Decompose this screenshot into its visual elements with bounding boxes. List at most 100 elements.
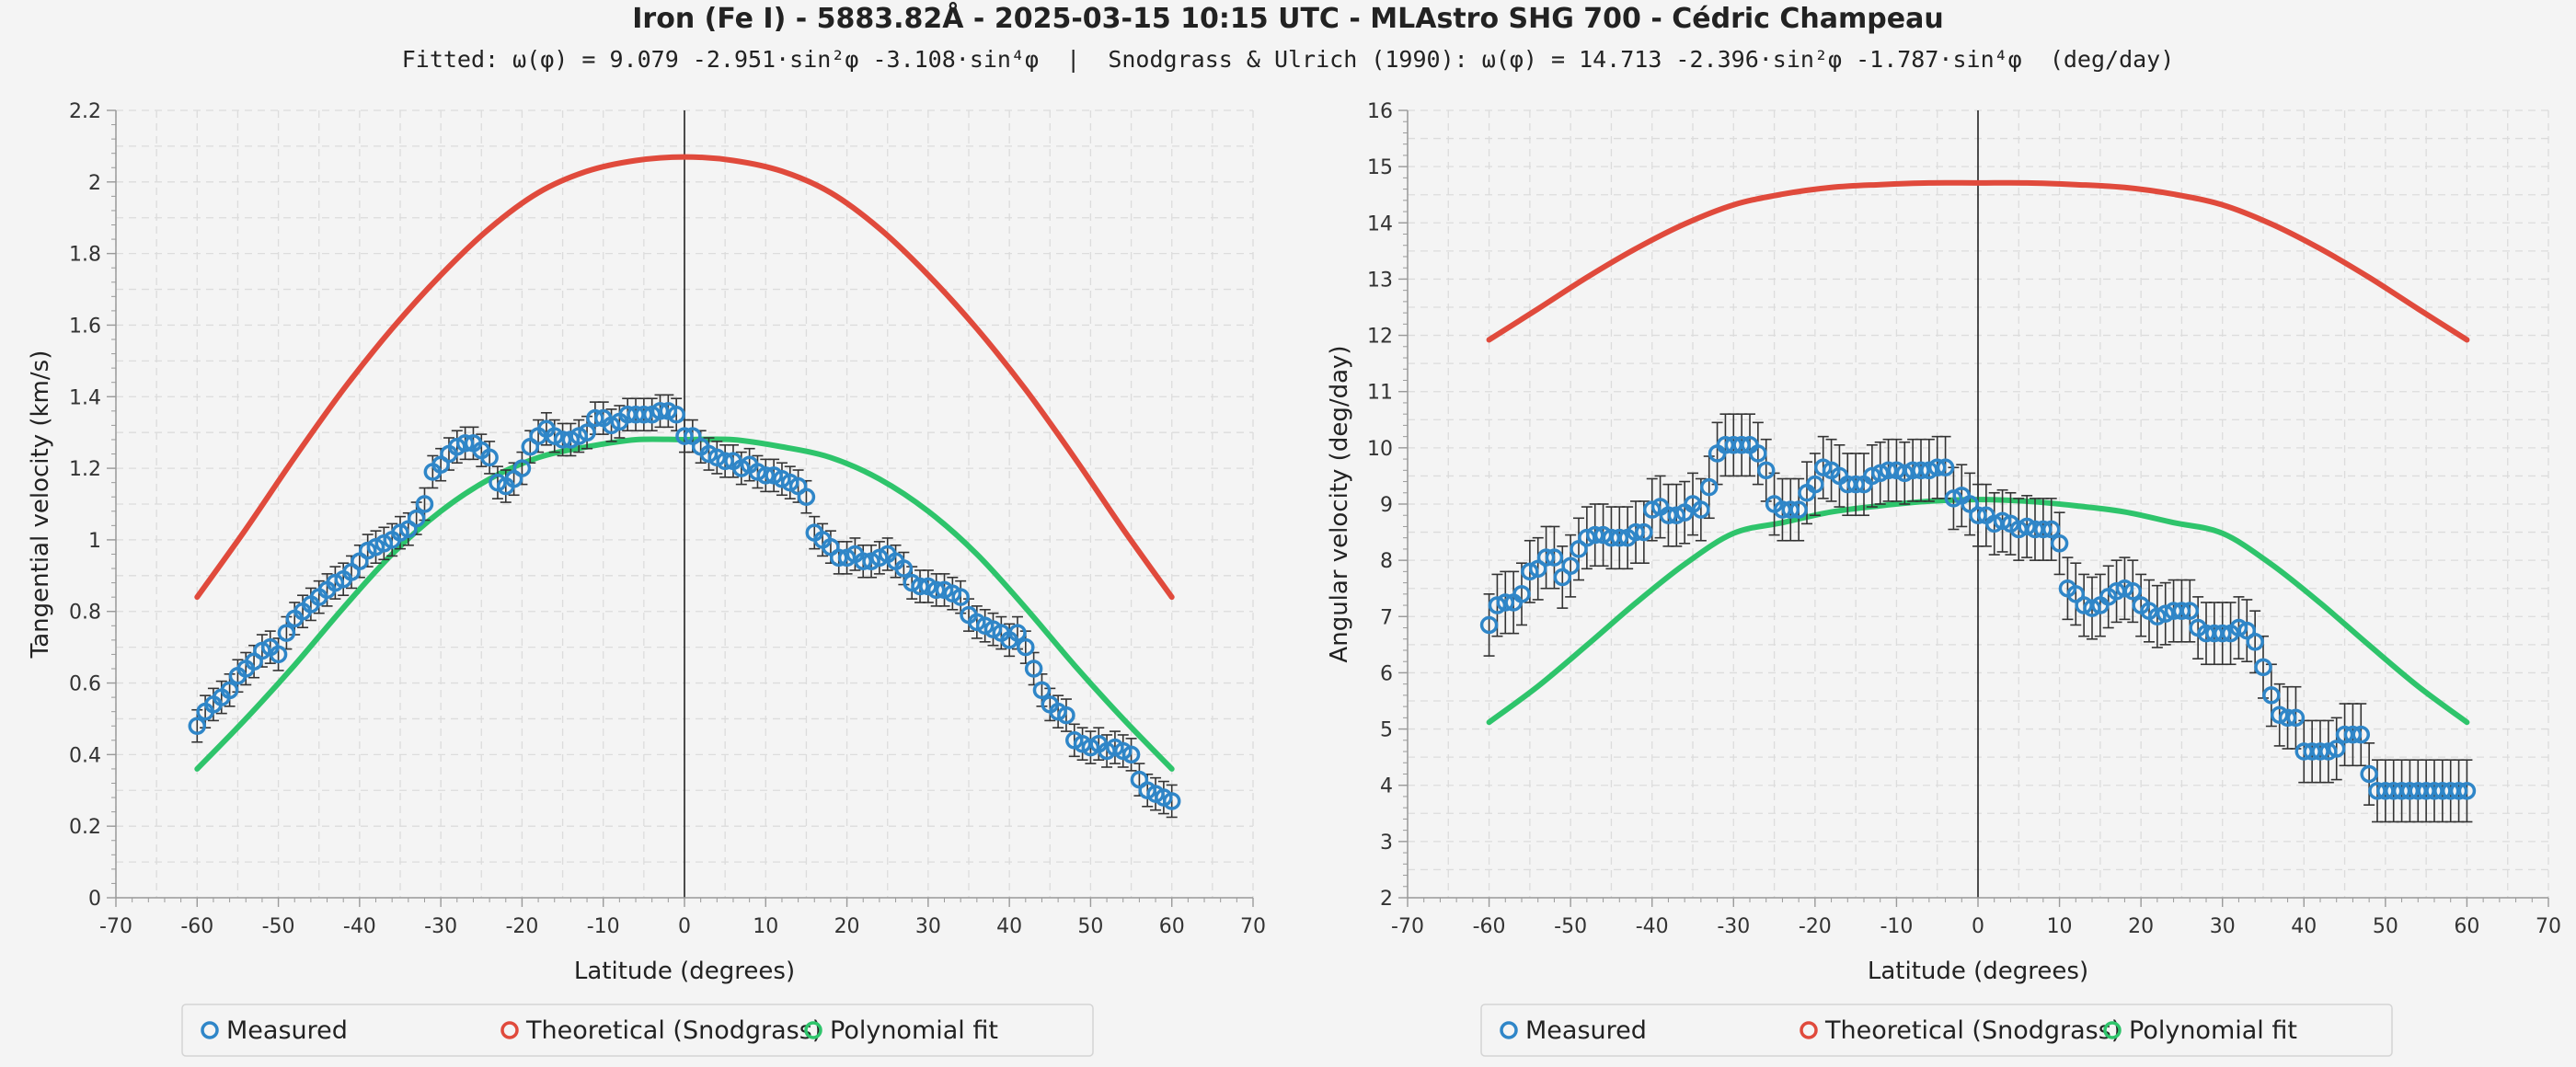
measured-point	[1488, 596, 1507, 614]
measured-point	[635, 405, 653, 424]
measured-point	[667, 405, 685, 424]
legend-box	[1480, 1004, 2393, 1057]
measured-point	[1032, 681, 1052, 700]
theoretical-snodgrass-line	[194, 154, 1175, 601]
measured-point	[1944, 489, 1963, 508]
measured-point	[1121, 745, 1141, 764]
x-tick-label: 0	[1972, 915, 1984, 938]
x-tick-label: 0	[678, 915, 691, 938]
measured-point	[2148, 607, 2167, 626]
y-tick-label: 11	[1367, 382, 1393, 405]
x-tick-label: 20	[834, 915, 860, 938]
legend-fit-label: Polynomial fit	[830, 1016, 998, 1045]
legend: Measured Theoretical (Snodgrass) Polynomia…	[181, 1004, 1094, 1057]
measured-point	[2050, 534, 2069, 553]
measured-point	[1528, 559, 1547, 579]
legend-theoretical-label: Theoretical (Snodgrass)	[1824, 1016, 2121, 1045]
measured-point	[2066, 585, 2086, 603]
measured-point	[1162, 792, 1181, 810]
measured-point	[2270, 706, 2289, 725]
measured-point	[2115, 579, 2134, 598]
x-tick-label: 30	[915, 915, 941, 938]
measured-point	[1570, 540, 1588, 558]
x-tick-label: 60	[1159, 915, 1185, 938]
x-tick-label: -20	[1799, 915, 1832, 938]
measured-point	[1536, 548, 1556, 567]
measured-point	[586, 408, 604, 428]
measured-point	[1806, 475, 1824, 494]
measured-point	[1870, 464, 1890, 483]
measured-point	[1895, 464, 1915, 483]
y-tick-label: 0.6	[69, 673, 101, 696]
legend-theoretical-marker	[500, 1021, 519, 1039]
x-tick-label: -60	[1473, 915, 1506, 938]
x-tick-label: 50	[2373, 915, 2398, 938]
measured-point	[1936, 458, 1955, 477]
legend: Measured Theoretical (Snodgrass) Polynomia…	[1480, 1004, 2393, 1057]
measured-point	[797, 488, 816, 506]
measured-point	[1024, 660, 1043, 678]
measured-point	[1732, 436, 1751, 454]
legend-box	[181, 1004, 1094, 1057]
measured-point	[911, 577, 929, 596]
measured-point	[1692, 500, 1710, 519]
measured-point	[2018, 517, 2036, 536]
measured-point	[1512, 585, 1531, 603]
measured-point	[2286, 708, 2306, 728]
measured-point	[2254, 658, 2272, 677]
measured-point	[2229, 618, 2248, 637]
y-tick-label: 10	[1367, 438, 1393, 461]
x-tick-label: 30	[2210, 915, 2236, 938]
y-tick-label: 2	[88, 172, 101, 195]
x-tick-label: -40	[343, 915, 376, 938]
x-tick-label: 10	[753, 915, 778, 938]
x-tick-label: 10	[2047, 915, 2073, 938]
angular-velocity-chart: -70 -60 -50 -40 -30 -20 -10 0 10 20 30 40 50 60 70 2 3 4 5…	[1326, 100, 2561, 1057]
measured-point	[1781, 500, 1800, 519]
measured-point	[1699, 477, 1719, 497]
measured-point	[2156, 604, 2175, 623]
measured-point	[2360, 764, 2378, 784]
measured-point	[455, 434, 475, 453]
x-tick-label: -70	[99, 915, 132, 938]
y-tick-label: 3	[1380, 832, 1393, 855]
y-tick-label: 16	[1367, 100, 1393, 123]
measured-point	[854, 552, 872, 571]
measured-point	[1756, 461, 1776, 480]
measured-point	[1479, 615, 1499, 635]
measured-point	[2343, 725, 2363, 744]
measured-points	[188, 402, 1181, 810]
measured-point	[2319, 742, 2338, 761]
measured-point	[1789, 500, 1808, 519]
measured-point	[926, 580, 946, 600]
x-tick-label: -20	[505, 915, 538, 938]
legend-fit-marker	[804, 1021, 822, 1039]
measured-point	[675, 427, 694, 445]
measured-point	[1920, 461, 1938, 480]
measured-point	[2457, 782, 2477, 800]
chart-title: Iron (Fe I) - 5883.82Å - 2025-03-15 10:1…	[632, 1, 1943, 35]
measured-point	[1961, 495, 1979, 513]
measured-point	[1635, 522, 1653, 542]
legend-theoretical-label: Theoretical (Snodgrass)	[525, 1016, 822, 1045]
x-tick-label: -30	[424, 915, 457, 938]
legend-measured-marker	[1500, 1021, 1518, 1039]
y-tick-label: 8	[1380, 550, 1393, 573]
measured-point	[2262, 686, 2281, 705]
measured-point	[220, 681, 239, 700]
y-axis-label: Tangential velocity (km/s)	[27, 350, 54, 660]
y-tick-label: 6	[1380, 662, 1393, 685]
measured-point	[269, 645, 288, 664]
measured-point	[1846, 475, 1865, 494]
measured-point	[2237, 621, 2257, 640]
measured-point	[1993, 511, 2012, 531]
measured-point	[277, 624, 296, 642]
y-tick-label: 1.2	[69, 458, 101, 481]
x-axis-label: Latitude (degrees)	[574, 958, 795, 985]
measured-point	[1017, 637, 1035, 657]
x-tick-label: 20	[2128, 915, 2154, 938]
measured-point	[1879, 461, 1898, 480]
measured-point	[415, 495, 434, 513]
tangential-velocity-chart: -70 -60 -50 -40 -30 -20 -10 0 10 20 30 40 50 60 70 0 0.2…	[27, 100, 1266, 1057]
